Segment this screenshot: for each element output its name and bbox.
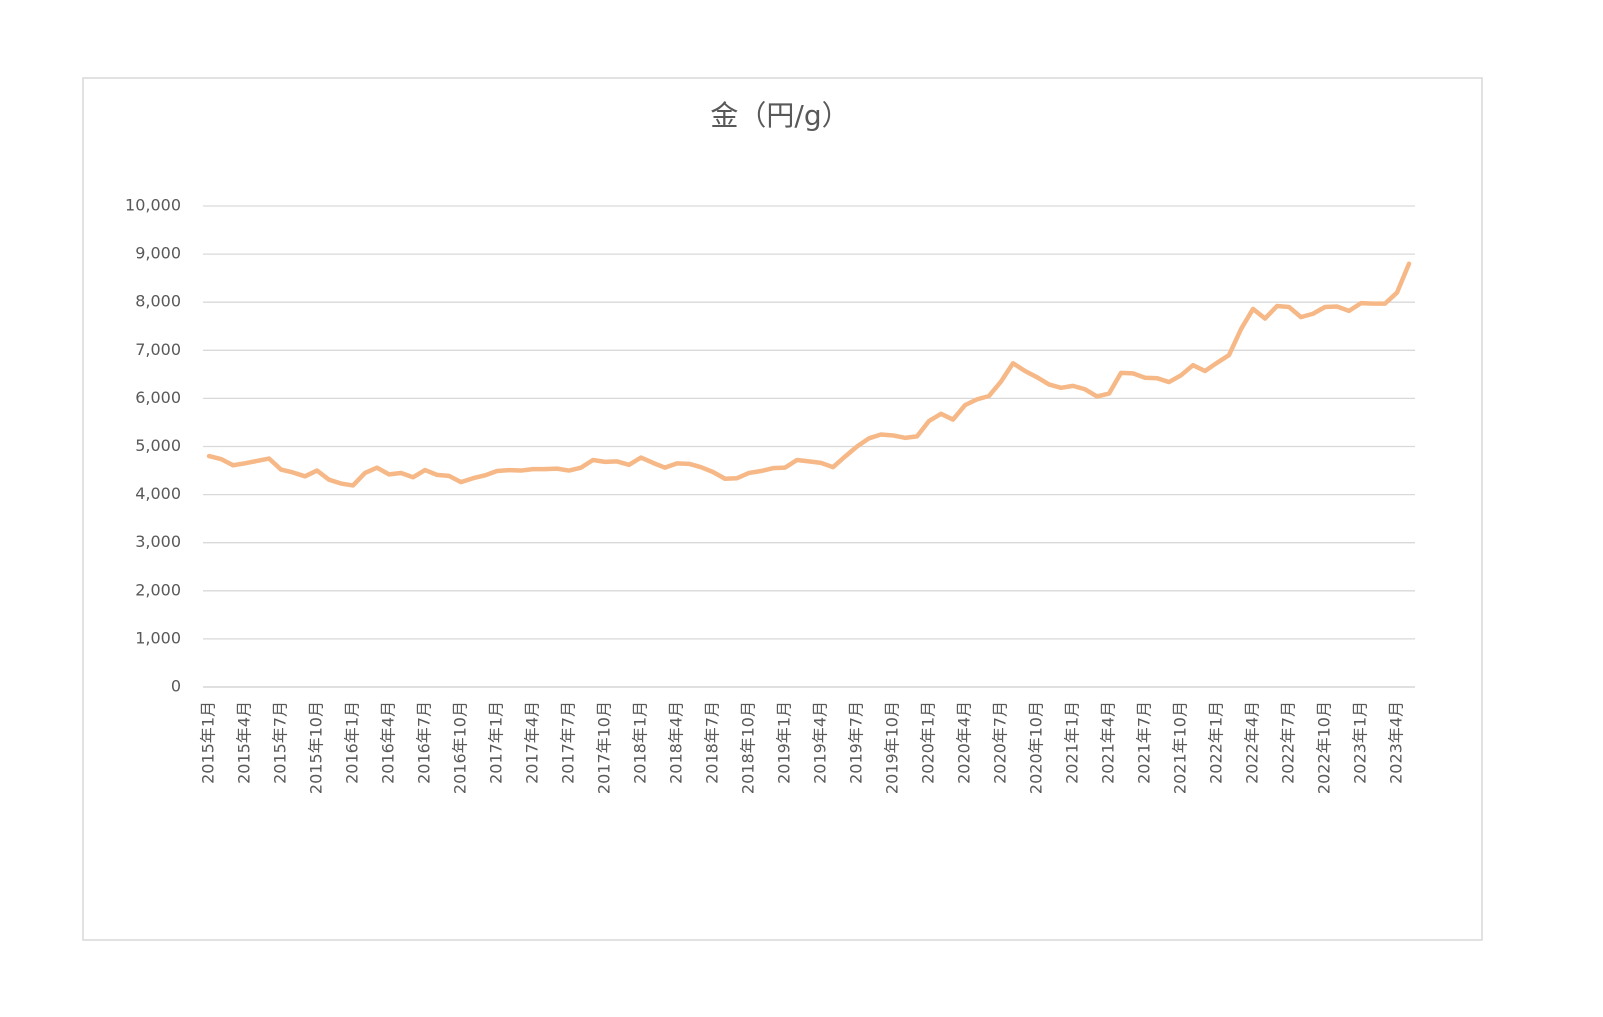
x-tick-label: 2020年7月	[991, 701, 1010, 784]
y-tick-label: 9,000	[135, 244, 181, 263]
y-tick-label: 10,000	[125, 196, 181, 215]
x-tick-label: 2016年4月	[379, 701, 398, 784]
x-tick-label: 2018年7月	[703, 701, 722, 784]
x-tick-label: 2016年10月	[451, 701, 470, 794]
x-tick-label: 2015年4月	[235, 701, 254, 784]
x-tick-label: 2021年1月	[1063, 701, 1082, 784]
y-tick-label: 0	[171, 677, 181, 696]
y-tick-label: 4,000	[135, 484, 181, 503]
y-tick-label: 7,000	[135, 340, 181, 359]
x-tick-label: 2015年1月	[199, 701, 218, 784]
x-tick-label: 2021年7月	[1135, 701, 1154, 784]
y-tick-label: 2,000	[135, 580, 181, 599]
y-tick-label: 1,000	[135, 628, 181, 647]
x-tick-label: 2022年7月	[1279, 701, 1298, 784]
data-line	[206, 261, 1412, 488]
x-tick-label: 2018年1月	[631, 701, 650, 784]
x-tick-label: 2023年1月	[1351, 701, 1370, 784]
y-tick-label: 3,000	[135, 532, 181, 551]
y-tick-label: 6,000	[135, 388, 181, 407]
chart-title: 金（円/g）	[710, 99, 849, 132]
chart-frame	[82, 77, 1483, 941]
x-tick-label: 2015年7月	[271, 701, 290, 784]
x-tick-label: 2017年1月	[487, 701, 506, 784]
x-tick-label: 2019年1月	[775, 701, 794, 784]
x-tick-label: 2019年10月	[883, 701, 902, 794]
x-tick-label: 2020年4月	[955, 701, 974, 784]
y-tick-label: 8,000	[135, 292, 181, 311]
x-tick-label: 2023年4月	[1387, 701, 1406, 784]
x-tick-label: 2022年10月	[1315, 701, 1334, 794]
x-tick-label: 2017年4月	[523, 701, 542, 784]
x-tick-label: 2022年1月	[1207, 701, 1226, 784]
x-tick-label: 2019年7月	[847, 701, 866, 784]
x-tick-label: 2017年7月	[559, 701, 578, 784]
x-tick-label: 2018年4月	[667, 701, 686, 784]
x-tick-label: 2015年10月	[307, 701, 326, 794]
x-tick-label: 2020年10月	[1027, 701, 1046, 794]
y-tick-label: 5,000	[135, 436, 181, 455]
x-tick-label: 2017年10月	[595, 701, 614, 794]
x-tick-label: 2020年1月	[919, 701, 938, 784]
x-tick-label: 2019年4月	[811, 701, 830, 784]
x-tick-label: 2016年7月	[415, 701, 434, 784]
x-tick-label: 2018年10月	[739, 701, 758, 794]
x-tick-label: 2021年10月	[1171, 701, 1190, 794]
x-tick-label: 2016年1月	[343, 701, 362, 784]
x-tick-label: 2022年4月	[1243, 701, 1262, 784]
x-tick-label: 2021年4月	[1099, 701, 1118, 784]
